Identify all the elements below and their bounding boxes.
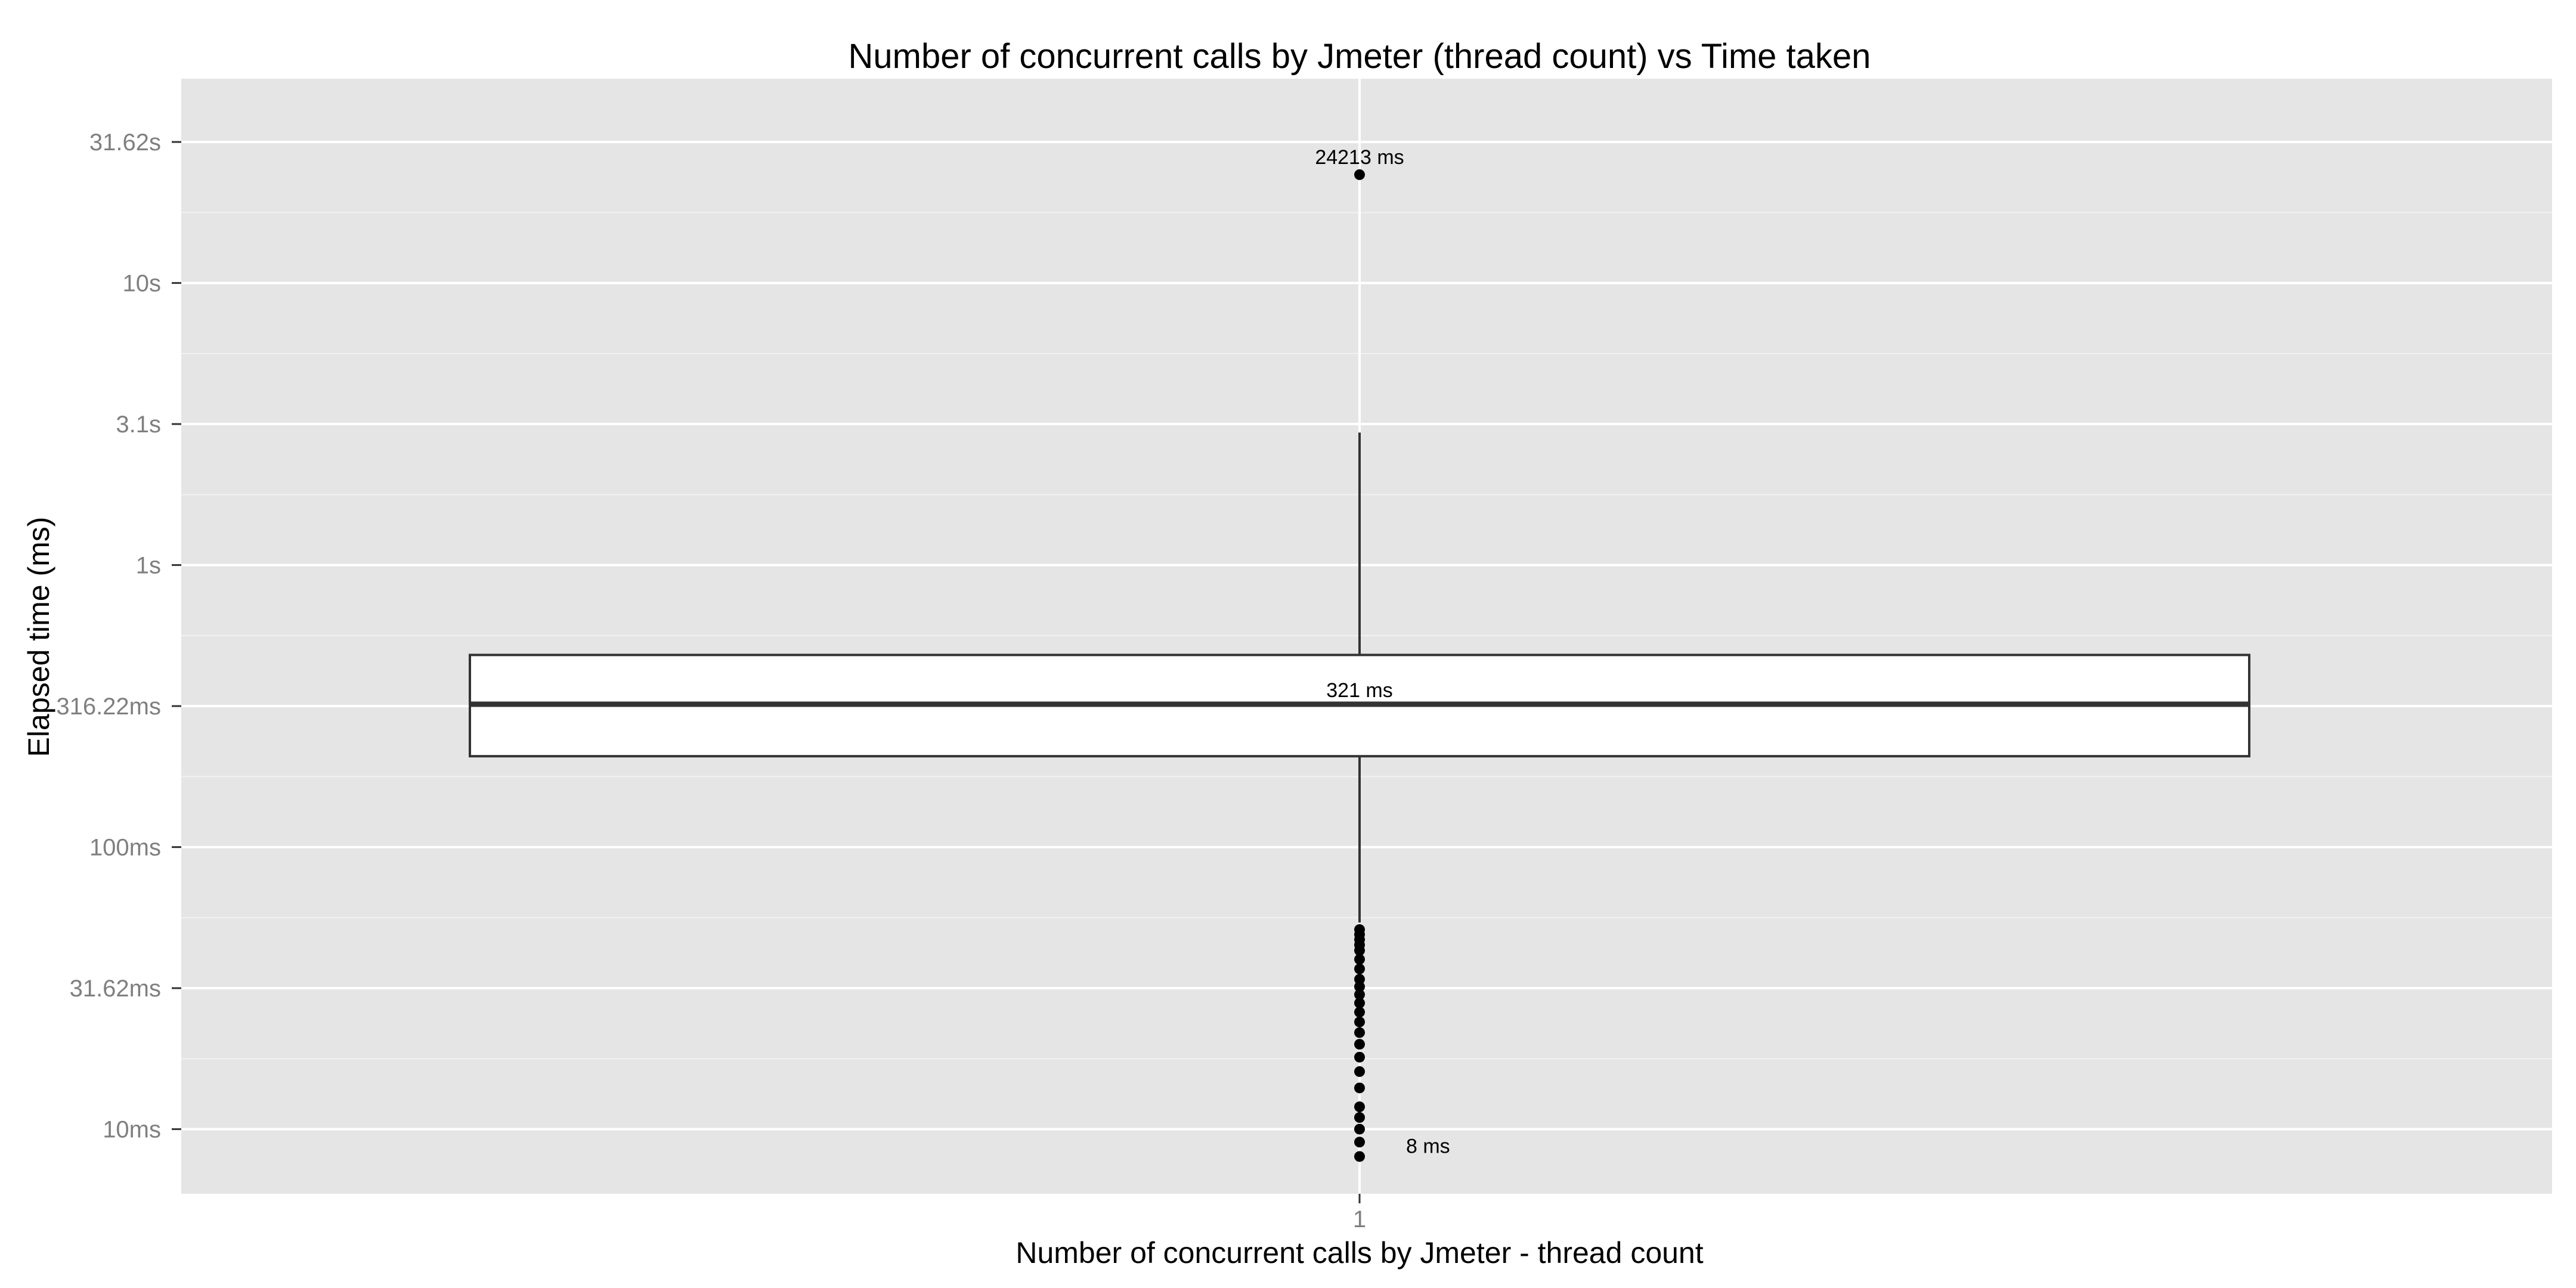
outlier-point: [1354, 1082, 1365, 1094]
outlier-point: [1354, 1137, 1365, 1148]
outlier-point: [1354, 963, 1365, 974]
y-tick-label: 316.22ms: [56, 693, 161, 720]
minor-grid: [181, 212, 2552, 1060]
annotation-label: 321 ms: [1326, 679, 1393, 702]
boxplot-group: [469, 432, 2250, 923]
outlier-point: [1354, 1101, 1365, 1113]
outlier-point: [1354, 953, 1365, 965]
x-axis-title: Number of concurrent calls by Jmeter - t…: [1015, 1236, 1703, 1270]
chart-title: Number of concurrent calls by Jmeter (th…: [849, 37, 1871, 76]
annotation-label: 8 ms: [1406, 1135, 1450, 1157]
outlier-point: [1354, 169, 1365, 180]
y-tick-label: 10s: [123, 271, 162, 297]
y-axis-title: Elapsed time (ms): [22, 517, 55, 757]
outlier-point: [1354, 974, 1365, 985]
y-tick-label: 1s: [136, 553, 161, 579]
outlier-point: [1354, 1051, 1365, 1063]
outlier-point: [1354, 1066, 1365, 1078]
outlier-points: [1354, 169, 1365, 1162]
y-tick-label: 31.62ms: [70, 976, 161, 1002]
y-tick-label: 100ms: [89, 835, 161, 861]
outlier-point: [1354, 945, 1365, 956]
y-tick-label: 31.62s: [89, 129, 161, 156]
annotations: 24213 ms 321 ms 8 ms: [1315, 146, 1450, 1158]
outlier-point: [1354, 1007, 1365, 1018]
y-tick-label: 3.1s: [116, 411, 161, 438]
outlier-point: [1354, 1112, 1365, 1123]
y-tick-label: 10ms: [103, 1117, 161, 1143]
x-axis-ticks: 1: [1353, 1194, 1366, 1233]
outlier-point: [1354, 1016, 1365, 1027]
outlier-point: [1354, 1039, 1365, 1050]
x-tick-label: 1: [1353, 1206, 1366, 1233]
outlier-point: [1354, 1027, 1365, 1038]
annotation-label: 24213 ms: [1315, 146, 1404, 169]
outlier-point: [1354, 1151, 1365, 1162]
outlier-point: [1354, 989, 1365, 1000]
y-axis-ticks: 10ms 31.62ms 100ms 316.22ms 1s 3.1s 10s 31.62s: [56, 129, 181, 1143]
outlier-point: [1354, 1123, 1365, 1135]
outlier-point: [1354, 981, 1365, 992]
outlier-point: [1354, 998, 1365, 1009]
plot-panel: [181, 79, 2552, 1194]
